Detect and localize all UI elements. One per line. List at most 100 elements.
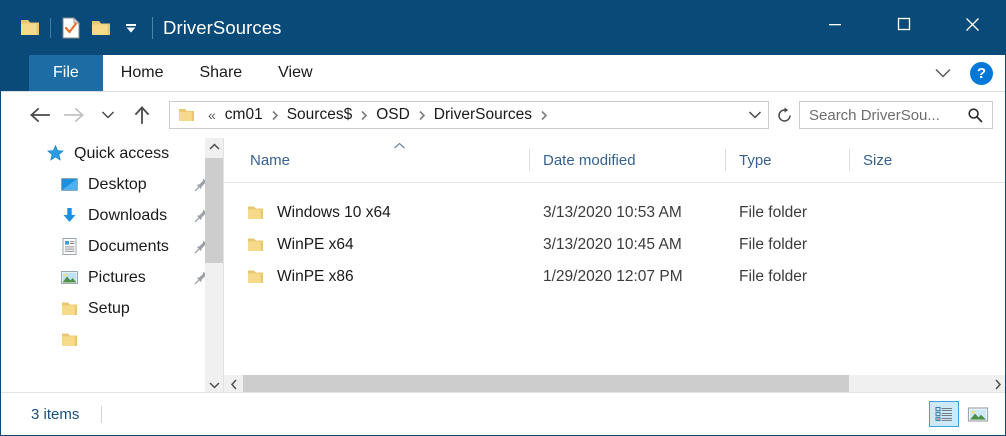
window-title: DriverSources — [163, 17, 282, 38]
back-button[interactable] — [23, 98, 57, 132]
close-button[interactable] — [938, 1, 1005, 47]
search-input[interactable]: Search DriverSou... — [799, 101, 993, 129]
chevron-down-icon[interactable] — [930, 60, 956, 86]
breadcrumb[interactable]: « cm01 Sources$ OSD DriverSources — [169, 101, 769, 129]
column-header-size[interactable]: Size — [849, 138, 969, 182]
folder-icon — [246, 236, 265, 254]
star-icon — [45, 144, 65, 164]
sidebar-item-partial[interactable] — [1, 324, 223, 355]
details-view-button[interactable] — [929, 401, 959, 427]
scrollbar-thumb[interactable] — [205, 158, 223, 263]
pin-icon[interactable] — [194, 239, 209, 254]
breadcrumb-item-cm01[interactable]: cm01 — [224, 106, 263, 123]
pin-icon[interactable] — [194, 208, 209, 223]
refresh-button[interactable] — [769, 101, 799, 129]
up-button[interactable] — [125, 98, 159, 132]
breadcrumb-item-sources[interactable]: Sources$ — [286, 106, 353, 123]
sidebar-item-label: Downloads — [88, 206, 168, 224]
pane-divider[interactable] — [223, 138, 224, 394]
pin-icon[interactable] — [194, 177, 209, 192]
breadcrumb-item-osd[interactable]: OSD — [376, 106, 410, 123]
folder-icon — [59, 299, 79, 319]
tab-view[interactable]: View — [260, 55, 330, 91]
ribbon-right-controls: ? — [930, 55, 993, 91]
file-name-label: Windows 10 x64 — [277, 204, 391, 221]
view-mode-buttons — [929, 401, 993, 427]
help-icon[interactable]: ? — [970, 61, 993, 85]
new-folder-icon[interactable] — [86, 12, 116, 44]
date-modified-cell: 1/29/2020 12:07 PM — [543, 268, 683, 285]
sidebar-item-desktop[interactable]: Desktop — [1, 169, 223, 200]
pin-icon[interactable] — [194, 270, 209, 285]
chevron-right-icon[interactable] — [355, 110, 373, 121]
tab-share[interactable]: Share — [181, 55, 260, 91]
scroll-right-icon[interactable] — [988, 375, 1005, 394]
tab-file-label: File — [53, 64, 79, 81]
navigation-pane: Quick access Desktop — [1, 138, 223, 394]
column-header-type[interactable]: Type — [725, 138, 849, 182]
chevron-right-icon[interactable] — [413, 110, 431, 121]
scroll-up-icon[interactable] — [205, 138, 223, 156]
column-header-row: Name Date modified Type Size — [224, 138, 1005, 183]
table-row[interactable]: Windows 10 x64 3/13/2020 10:53 AM File f… — [224, 197, 1005, 229]
file-name-cell: WinPE x86 — [224, 268, 529, 286]
title-separator — [152, 17, 153, 39]
ribbon-tab-bar: File Home Share View ? — [1, 55, 1005, 92]
navigation-pane-scrollbar[interactable] — [205, 138, 223, 394]
sidebar-item-pictures[interactable]: Pictures — [1, 262, 223, 293]
file-name-cell: Windows 10 x64 — [224, 204, 529, 222]
explorer-body: Quick access Desktop — [1, 138, 1005, 394]
scroll-down-icon[interactable] — [205, 376, 223, 394]
table-row[interactable]: WinPE x64 3/13/2020 10:45 AM File folder — [224, 229, 1005, 261]
file-name-cell: WinPE x64 — [224, 236, 529, 254]
chevron-right-icon[interactable] — [535, 110, 553, 121]
tab-view-label: View — [278, 64, 313, 81]
sidebar-item-label: Documents — [88, 237, 169, 255]
column-header-label: Size — [863, 151, 893, 169]
status-bar: 3 items — [1, 392, 1005, 435]
forward-button[interactable] — [57, 98, 91, 132]
file-list-horizontal-scrollbar[interactable] — [224, 375, 1005, 394]
column-divider[interactable] — [725, 149, 726, 171]
breadcrumb-overflow[interactable]: « — [208, 107, 216, 123]
column-divider[interactable] — [849, 149, 850, 171]
properties-icon[interactable] — [56, 12, 86, 44]
column-divider[interactable] — [529, 149, 530, 171]
file-name-label: WinPE x86 — [277, 268, 354, 285]
scroll-left-icon[interactable] — [224, 375, 243, 394]
tab-home[interactable]: Home — [103, 55, 182, 91]
search-icon[interactable] — [967, 107, 992, 123]
column-header-date-modified[interactable]: Date modified — [529, 138, 725, 182]
file-list-pane: Name Date modified Type Size — [224, 138, 1005, 394]
minimize-button[interactable] — [800, 1, 869, 47]
type-cell: File folder — [739, 268, 808, 285]
table-row[interactable]: WinPE x86 1/29/2020 12:07 PM File folder — [224, 261, 1005, 293]
column-header-name[interactable]: Name — [224, 138, 529, 182]
address-bar-row: « cm01 Sources$ OSD DriverSources — [1, 92, 1005, 138]
folder-icon — [59, 330, 79, 350]
sidebar-item-label: Setup — [88, 299, 130, 317]
sidebar-item-quick-access[interactable]: Quick access — [1, 138, 223, 169]
folder-icon[interactable] — [15, 12, 45, 44]
sidebar-item-documents[interactable]: Documents — [1, 231, 223, 262]
title-bar: DriverSources — [1, 1, 1005, 55]
folder-icon — [246, 204, 265, 222]
breadcrumb-dropdown-icon[interactable] — [748, 102, 762, 128]
sidebar-item-label: Quick access — [74, 144, 170, 162]
maximize-button[interactable] — [869, 1, 938, 47]
column-header-label: Date modified — [543, 151, 636, 169]
quick-access-toolbar: DriverSources — [1, 1, 282, 55]
tab-file[interactable]: File — [29, 55, 103, 91]
qat-separator — [50, 18, 51, 38]
recent-locations-button[interactable] — [91, 98, 125, 132]
scrollbar-thumb[interactable] — [243, 375, 849, 394]
breadcrumb-item-driversources[interactable]: DriverSources — [433, 106, 532, 123]
chevron-down-icon[interactable] — [116, 12, 146, 44]
date-modified-cell: 3/13/2020 10:53 AM — [543, 204, 682, 221]
chevron-right-icon[interactable] — [266, 110, 284, 121]
sidebar-item-downloads[interactable]: Downloads — [1, 200, 223, 231]
folder-icon — [246, 268, 265, 286]
search-placeholder: Search DriverSou... — [809, 106, 940, 124]
large-icons-view-button[interactable] — [963, 401, 993, 427]
sidebar-item-setup[interactable]: Setup — [1, 293, 223, 324]
